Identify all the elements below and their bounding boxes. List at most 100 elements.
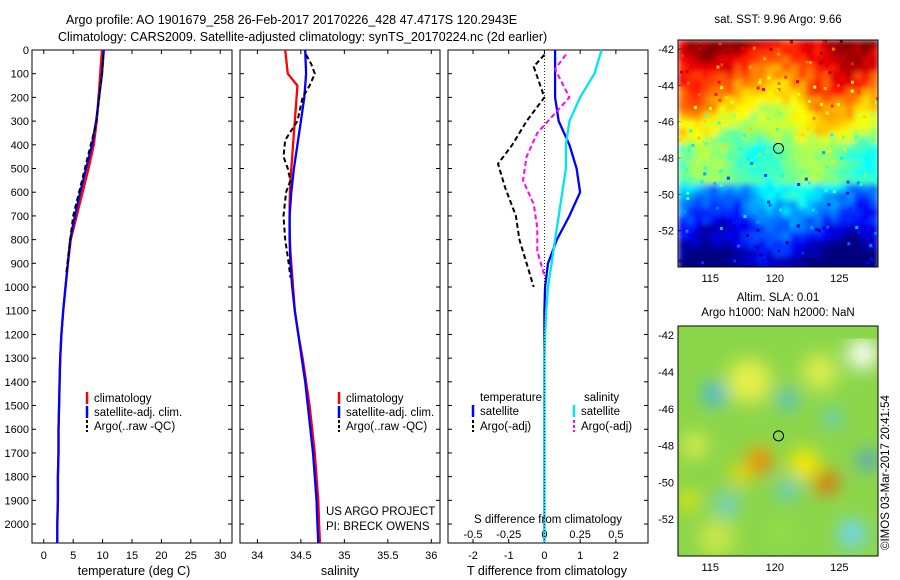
sst-cell bbox=[782, 248, 791, 257]
sst-cell bbox=[798, 104, 807, 113]
sst-cell bbox=[774, 152, 783, 161]
sst-speckle bbox=[738, 147, 742, 151]
sst-cell bbox=[774, 88, 783, 97]
depth-tick-label: 1200 bbox=[5, 329, 29, 341]
depth-tick-label: 400 bbox=[11, 140, 29, 152]
sst-cell bbox=[694, 40, 703, 49]
sst-cell bbox=[806, 192, 815, 201]
sst-cell bbox=[806, 256, 815, 265]
sla-lon-tick-label: 115 bbox=[701, 562, 719, 574]
sst-cell bbox=[830, 88, 839, 97]
sst-cell bbox=[678, 232, 687, 241]
sst-cell bbox=[758, 208, 767, 217]
sst-cell bbox=[822, 240, 831, 249]
sst-cell bbox=[854, 184, 863, 193]
sst-speckle bbox=[769, 47, 773, 51]
sst-cell bbox=[870, 248, 878, 257]
sst-cell bbox=[870, 144, 878, 153]
sst-speckle bbox=[826, 225, 830, 229]
sst-cell bbox=[862, 184, 871, 193]
sst-cell bbox=[734, 192, 743, 201]
sst-cell bbox=[870, 104, 878, 113]
sst-cell bbox=[750, 144, 759, 153]
sst-cell bbox=[870, 64, 878, 73]
sst-cell bbox=[830, 72, 839, 81]
sst-cell bbox=[694, 56, 703, 65]
sst-cell bbox=[678, 248, 687, 257]
sst-cell bbox=[774, 56, 783, 65]
sst-cell bbox=[814, 80, 823, 89]
sst-cell bbox=[702, 128, 711, 137]
sst-cell bbox=[758, 152, 767, 161]
sst-cell bbox=[694, 176, 703, 185]
sst-cell bbox=[678, 208, 687, 217]
sst-cell bbox=[726, 256, 735, 265]
sst-cell bbox=[774, 72, 783, 81]
sst-cell bbox=[830, 144, 839, 153]
imos-timestamp: ©IMOS 03-Mar-2017 20:41:54 bbox=[880, 395, 892, 550]
sst-cell bbox=[750, 240, 759, 249]
sst-cell bbox=[726, 152, 735, 161]
sst-cell bbox=[870, 40, 878, 49]
sst-speckle bbox=[805, 43, 809, 47]
sst-cell bbox=[694, 232, 703, 241]
sst-cell bbox=[838, 144, 847, 153]
sst-cell bbox=[758, 248, 767, 257]
sst-speckle bbox=[813, 85, 817, 89]
sst-cell bbox=[806, 48, 815, 57]
sst-speckle bbox=[701, 261, 705, 265]
series-line-satellite bbox=[543, 50, 582, 543]
sst-cell bbox=[742, 40, 751, 49]
sst-cell bbox=[846, 224, 855, 233]
x-tick-label: 34.5 bbox=[290, 550, 311, 562]
sst-speckle bbox=[723, 144, 727, 148]
sst-speckle bbox=[810, 58, 814, 62]
sst-cell bbox=[710, 80, 719, 89]
sst-cell bbox=[718, 184, 727, 193]
sst-cell bbox=[838, 216, 847, 225]
sst-cell bbox=[734, 240, 743, 249]
sst-cell bbox=[718, 88, 727, 97]
sst-cell bbox=[694, 224, 703, 233]
sst-cell bbox=[830, 160, 839, 169]
sst-cell bbox=[862, 104, 871, 113]
sst-cell bbox=[854, 248, 863, 257]
sst-cell bbox=[750, 128, 759, 137]
sst-cell bbox=[774, 112, 783, 121]
sst-cell bbox=[782, 128, 791, 137]
sst-cell bbox=[702, 152, 711, 161]
sst-speckle bbox=[842, 135, 846, 139]
sst-speckle bbox=[828, 71, 832, 75]
sst-speckle bbox=[716, 65, 720, 69]
sst-cell bbox=[734, 48, 743, 57]
sst-cell bbox=[798, 176, 807, 185]
sst-speckle bbox=[720, 63, 724, 67]
sst-speckle bbox=[693, 105, 697, 109]
sst-cell bbox=[702, 192, 711, 201]
series-line-satellite-adj-clim- bbox=[56, 49, 105, 543]
sst-speckle bbox=[694, 231, 698, 235]
sst-cell bbox=[814, 144, 823, 153]
sst-cell bbox=[862, 160, 871, 169]
sst-cell bbox=[758, 112, 767, 121]
sst-cell bbox=[774, 168, 783, 177]
sst-cell bbox=[678, 152, 687, 161]
sst-cell bbox=[734, 176, 743, 185]
sst-speckle bbox=[768, 203, 772, 207]
sst-speckle bbox=[713, 182, 717, 186]
sst-cell bbox=[774, 120, 783, 129]
sst-cell bbox=[862, 64, 871, 73]
sst-cell bbox=[822, 80, 831, 89]
pi-credit: PI: BRECK OWENS bbox=[326, 521, 430, 533]
sst-cell bbox=[862, 192, 871, 201]
sst-speckle bbox=[830, 159, 834, 163]
sst-cell bbox=[726, 120, 735, 129]
x-tick-label: 5 bbox=[70, 550, 76, 562]
sst-cell bbox=[726, 104, 735, 113]
sla-lat-tick-label: -44 bbox=[658, 367, 674, 379]
sst-cell bbox=[686, 120, 695, 129]
sst-cell bbox=[790, 160, 799, 169]
sst-cell bbox=[718, 256, 727, 265]
sst-cell bbox=[726, 144, 735, 153]
sst-speckle bbox=[840, 156, 844, 160]
